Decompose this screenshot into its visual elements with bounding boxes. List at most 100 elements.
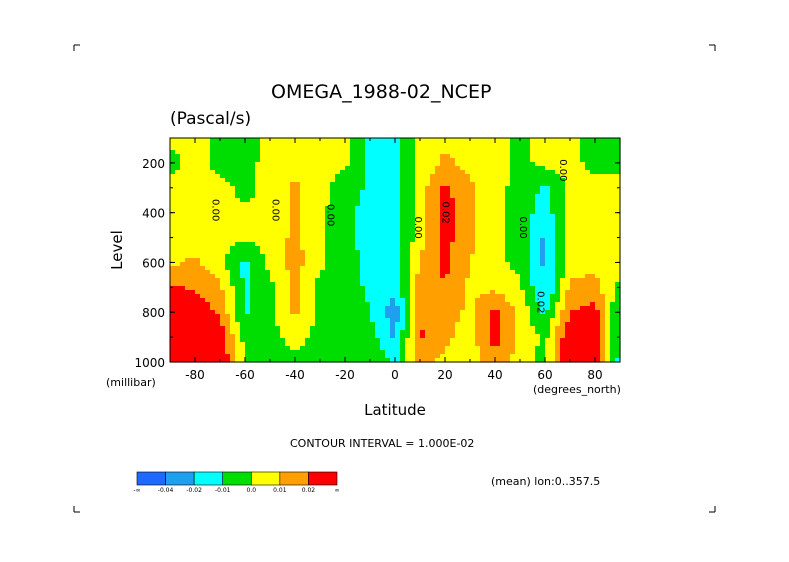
field-cell [460, 174, 466, 179]
field-cell [280, 178, 286, 183]
field-cell [535, 158, 541, 163]
field-cell [335, 314, 341, 319]
field-cell [440, 242, 446, 247]
field-cell [195, 330, 201, 335]
field-cell [180, 286, 186, 291]
field-cell [350, 346, 356, 351]
field-cell [455, 230, 461, 235]
field-cell [550, 258, 556, 263]
field-cell [245, 230, 251, 235]
field-cell [435, 274, 441, 279]
field-cell [320, 214, 326, 219]
field-cell [235, 262, 241, 267]
field-cell [315, 142, 321, 147]
field-cell [470, 354, 476, 359]
field-cell [505, 350, 511, 355]
field-cell [205, 326, 211, 331]
field-cell [445, 246, 451, 251]
field-cell [410, 214, 416, 219]
field-cell [445, 142, 451, 147]
field-cell [490, 198, 496, 203]
field-cell [450, 146, 456, 151]
field-cell [580, 178, 586, 183]
field-cell [195, 254, 201, 259]
field-cell [370, 310, 376, 315]
field-cell [595, 206, 601, 211]
field-cell [600, 150, 606, 155]
field-cell [235, 266, 241, 271]
field-cell [220, 182, 226, 187]
field-cell [335, 170, 341, 175]
field-cell [370, 226, 376, 231]
field-cell [480, 314, 486, 319]
field-cell [540, 354, 546, 359]
field-cell [240, 178, 246, 183]
field-cell [605, 202, 611, 207]
field-cell [230, 158, 236, 163]
field-cell [605, 178, 611, 183]
field-cell [320, 166, 326, 171]
field-cell [600, 350, 606, 355]
field-cell [315, 226, 321, 231]
field-cell [440, 146, 446, 151]
field-cell [590, 282, 596, 287]
field-cell [220, 326, 226, 331]
field-cell [295, 258, 301, 263]
field-cell [325, 274, 331, 279]
field-cell [380, 234, 386, 239]
field-cell [490, 230, 496, 235]
field-cell [185, 158, 191, 163]
field-cell [290, 270, 296, 275]
field-cell [585, 294, 591, 299]
field-cell [405, 234, 411, 239]
field-cell [465, 278, 471, 283]
field-cell [545, 218, 551, 223]
field-cell [420, 250, 426, 255]
field-cell [280, 242, 286, 247]
field-cell [480, 342, 486, 347]
field-cell [275, 278, 281, 283]
field-cell [340, 310, 346, 315]
field-cell [380, 210, 386, 215]
field-cell [420, 318, 426, 323]
field-cell [605, 154, 611, 159]
field-cell [200, 150, 206, 155]
field-cell [300, 326, 306, 331]
field-cell [605, 318, 611, 323]
field-cell [585, 162, 591, 167]
field-cell [615, 198, 621, 203]
field-cell [435, 150, 441, 155]
field-cell [265, 286, 271, 291]
field-cell [535, 218, 541, 223]
field-cell [315, 346, 321, 351]
field-cell [195, 198, 201, 203]
field-cell [515, 350, 521, 355]
field-cell [360, 214, 366, 219]
field-cell [310, 202, 316, 207]
field-cell [320, 234, 326, 239]
field-cell [370, 170, 376, 175]
field-cell [465, 258, 471, 263]
field-cell [280, 278, 286, 283]
field-cell [205, 158, 211, 163]
field-cell [500, 190, 506, 195]
field-cell [195, 174, 201, 179]
field-cell [395, 206, 401, 211]
field-cell [565, 282, 571, 287]
field-cell [465, 266, 471, 271]
field-cell [410, 250, 416, 255]
field-cell [220, 214, 226, 219]
field-cell [455, 238, 461, 243]
field-cell [215, 270, 221, 275]
field-cell [550, 230, 556, 235]
field-cell [325, 198, 331, 203]
field-cell [295, 314, 301, 319]
field-cell [305, 262, 311, 267]
field-cell [325, 222, 331, 227]
field-cell [210, 170, 216, 175]
field-cell [190, 186, 196, 191]
field-cell [435, 326, 441, 331]
field-cell [495, 350, 501, 355]
field-cell [470, 158, 476, 163]
field-cell [235, 306, 241, 311]
